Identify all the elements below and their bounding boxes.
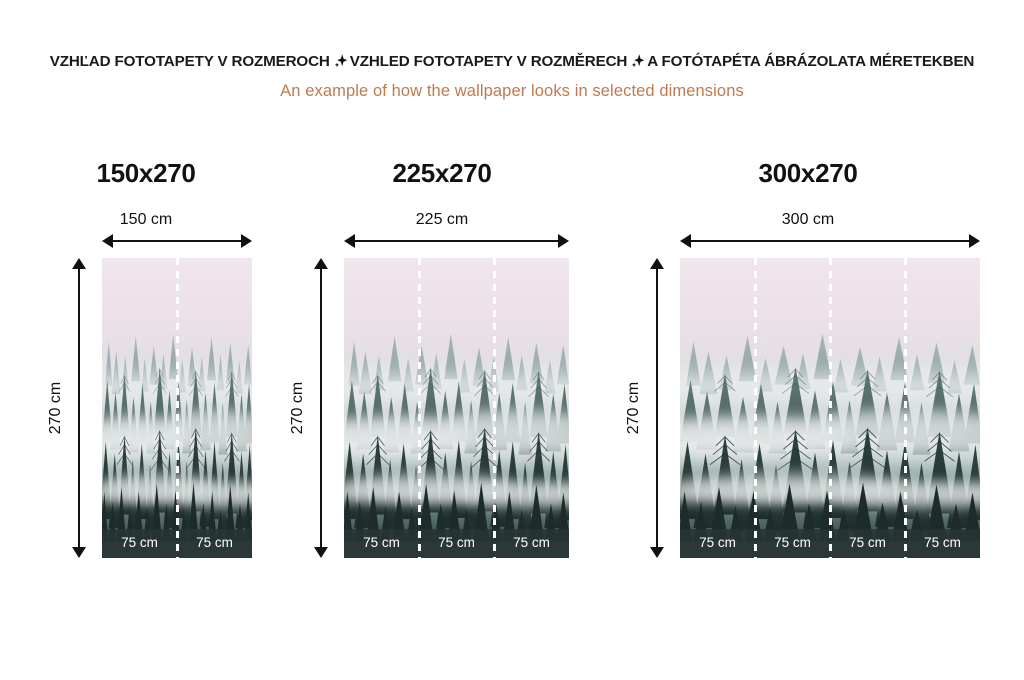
strip-divider	[903, 258, 907, 558]
title-segment-hu: A FOTÓTAPÉTA ÁBRÁZOLATA MÉRETEKBEN	[647, 53, 975, 71]
arrow-head-left	[102, 234, 113, 248]
sparkle-icon-2	[627, 52, 647, 72]
strip-label: 75 cm	[196, 534, 233, 550]
strip-label: 75 cm	[774, 534, 811, 550]
width-arrow	[102, 234, 252, 248]
arrow-head-right	[558, 234, 569, 248]
strip-label: 75 cm	[363, 534, 400, 550]
strip-divider	[175, 258, 179, 558]
page-title: VZHĽAD FOTOTAPETY V ROZMEROCH VZHLED FOT…	[0, 52, 1024, 72]
arrow-head-top	[314, 258, 328, 269]
panel-300x270: 300x270 300 cm 270 cm 75 cm 75 cm 75 cm …	[622, 160, 994, 580]
width-arrow	[344, 234, 569, 248]
header: VZHĽAD FOTOTAPETY V ROZMEROCH VZHLED FOT…	[0, 0, 1024, 100]
title-segment-sk: VZHĽAD FOTOTAPETY V ROZMEROCH	[49, 53, 330, 71]
strip-divider	[828, 258, 832, 558]
title-segment-cs: VZHLED FOTOTAPETY V ROZMĚRECH	[349, 53, 628, 71]
strip-label: 75 cm	[849, 534, 886, 550]
height-arrow	[314, 258, 328, 558]
arrow-head-bottom	[650, 547, 664, 558]
panel-title: 225x270	[392, 158, 492, 188]
strip-label: 75 cm	[438, 534, 475, 550]
arrow-shaft	[351, 240, 562, 242]
wallpaper-preview: 75 cm 75 cm	[102, 258, 252, 558]
panel-150x270: 150x270 150 cm 270 cm 75 cm 75 cm	[30, 160, 262, 580]
arrow-shaft	[656, 265, 658, 551]
arrow-head-right	[241, 234, 252, 248]
panel-width-label: 150 cm	[119, 211, 173, 228]
arrow-shaft	[320, 265, 322, 551]
wallpaper-size-panels: 150x270 150 cm 270 cm 75 cm 75 cm 225x27…	[0, 160, 1024, 590]
panel-title: 300x270	[758, 158, 858, 188]
panel-225x270: 225x270 225 cm 270 cm 75 cm 75 cm 75 cm	[289, 158, 592, 580]
strip-label: 75 cm	[121, 534, 158, 550]
strip-label: 75 cm	[924, 534, 961, 550]
strip-divider	[753, 258, 757, 558]
arrow-head-top	[650, 258, 664, 269]
strip-divider	[417, 258, 421, 558]
arrow-head-bottom	[72, 547, 86, 558]
page-subtitle: An example of how the wallpaper looks in…	[280, 82, 744, 100]
arrow-head-top	[72, 258, 86, 269]
wallpaper-preview: 75 cm 75 cm 75 cm 75 cm	[680, 258, 980, 558]
arrow-head-left	[344, 234, 355, 248]
strip-label: 75 cm	[699, 534, 736, 550]
height-arrow	[72, 258, 86, 558]
arrow-head-right	[969, 234, 980, 248]
panel-height-label: 270 cm	[625, 381, 642, 435]
arrow-shaft	[78, 265, 80, 551]
arrow-shaft	[687, 240, 973, 242]
panel-height-label: 270 cm	[289, 381, 306, 435]
panel-title: 150x270	[96, 158, 196, 188]
panel-width-label: 225 cm	[415, 211, 469, 228]
panel-width-label: 300 cm	[781, 211, 835, 228]
width-arrow	[680, 234, 980, 248]
wallpaper-preview: 75 cm 75 cm 75 cm	[344, 258, 569, 558]
strip-label: 75 cm	[513, 534, 550, 550]
sparkle-icon	[330, 52, 350, 72]
arrow-head-bottom	[314, 547, 328, 558]
height-arrow	[650, 258, 664, 558]
panel-height-label: 270 cm	[47, 381, 64, 435]
forest-artwork	[344, 258, 569, 558]
arrow-shaft	[109, 240, 245, 242]
strip-divider	[492, 258, 496, 558]
arrow-head-left	[680, 234, 691, 248]
